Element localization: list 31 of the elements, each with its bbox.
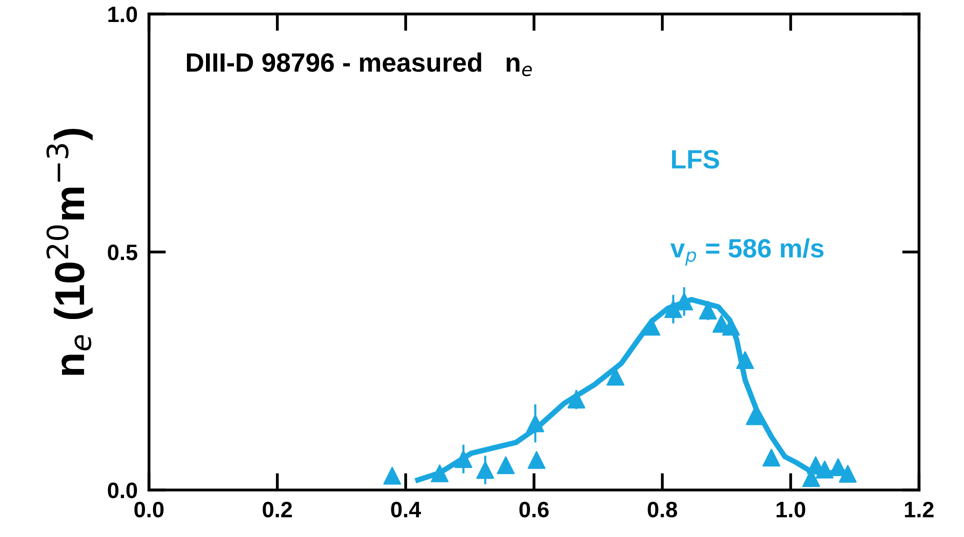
annotation: LFS [672, 150, 720, 169]
point [762, 448, 780, 467]
x-tick-label: 0.6 [519, 502, 549, 518]
point [476, 461, 494, 479]
point [430, 464, 449, 482]
point [528, 451, 546, 469]
x-tick-label: 0.8 [648, 502, 678, 518]
y-tick-label: 0.5 [108, 244, 138, 260]
x-tick-label: 0.4 [391, 502, 421, 518]
point [496, 456, 515, 474]
x-tick-label: 0.0 [134, 502, 164, 518]
point [383, 466, 402, 485]
point [675, 292, 694, 310]
point [526, 414, 544, 432]
point [736, 351, 754, 369]
point [746, 407, 764, 426]
point [454, 450, 472, 468]
point [642, 318, 660, 336]
text: DIII-D 98796 - measured n$_{e}$ [186, 52, 532, 76]
y-axis-title: n$_{e}$ (10$^{20}$m$^{−3}$) [46, 128, 93, 375]
point [722, 318, 740, 336]
point [664, 300, 682, 318]
y-tick-label: 1.0 [108, 6, 137, 22]
y-tick-label: 0.0 [108, 482, 137, 498]
x-tick-label: 0.2 [262, 502, 292, 518]
annotation: v$_{p}$ = 586 m/s [670, 238, 824, 266]
point [838, 464, 857, 483]
point [567, 390, 586, 408]
x-tick-label: 1.0 [776, 502, 806, 518]
x-tick-label: 1.2 [904, 502, 934, 518]
point [816, 460, 834, 478]
